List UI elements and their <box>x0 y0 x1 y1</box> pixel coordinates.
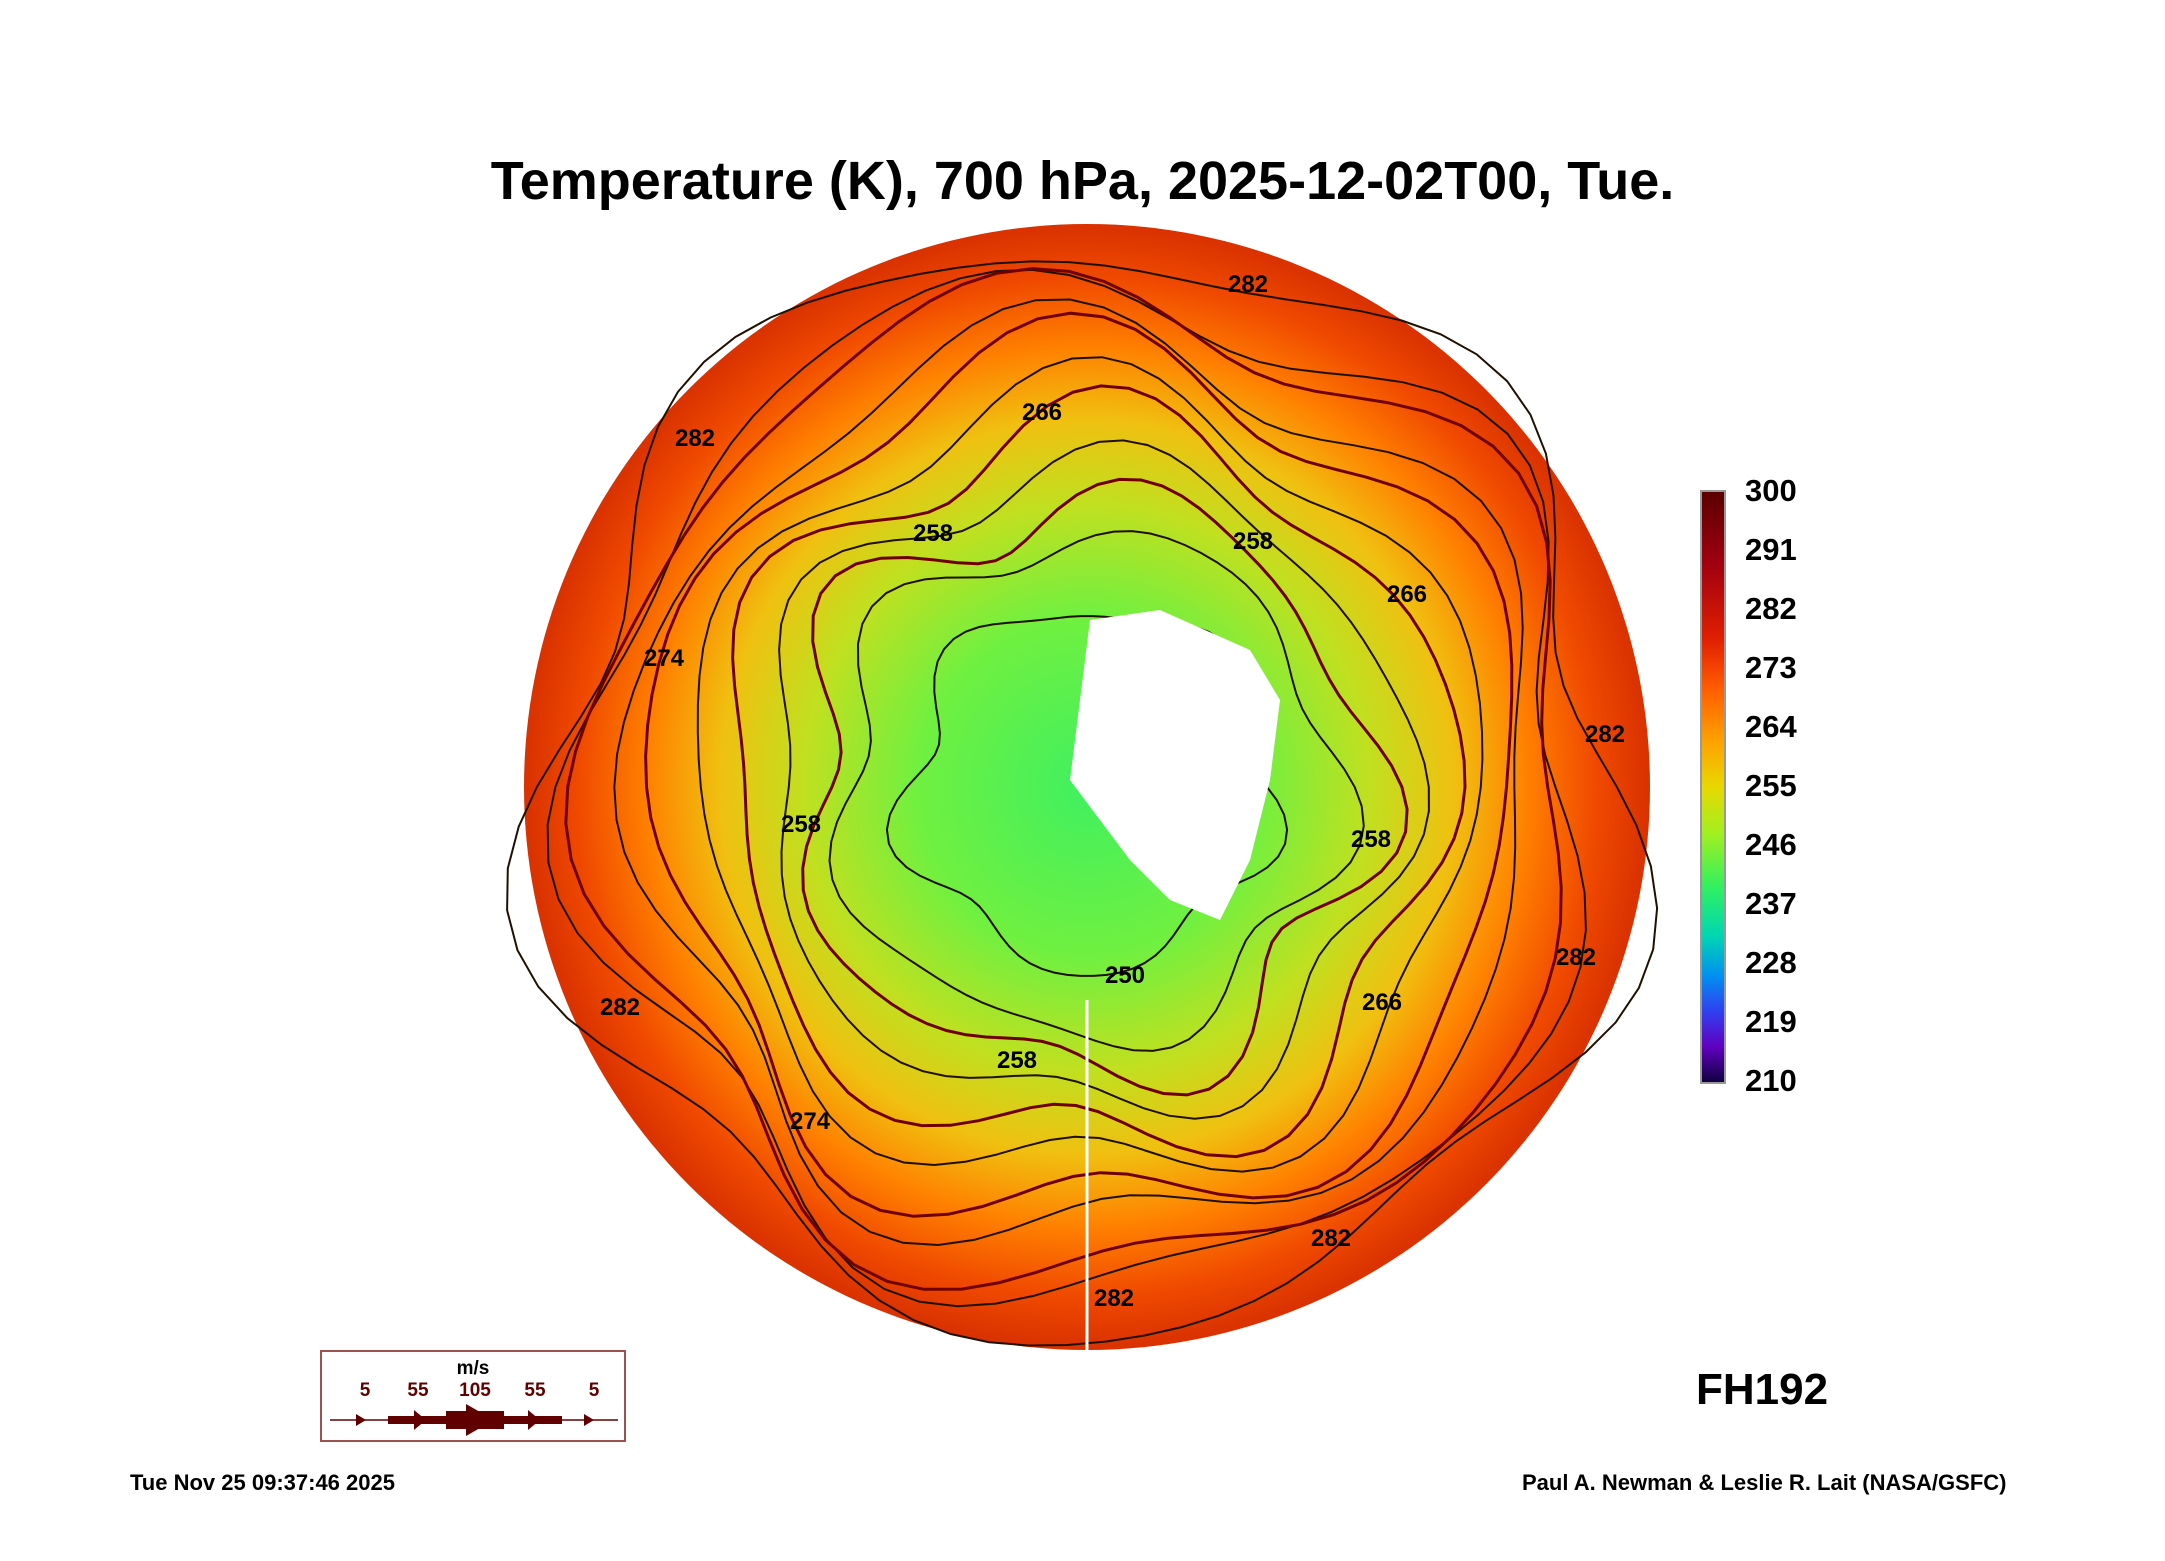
chart-title: Temperature (K), 700 hPa, 2025-12-02T00,… <box>490 151 1675 211</box>
colorbar-tick-label: 237 <box>1745 886 1797 921</box>
colorbar-tick-label: 210 <box>1745 1063 1797 1098</box>
contour-label: 282 <box>1311 1225 1351 1252</box>
contour-label: 274 <box>790 1108 831 1135</box>
isotherm <box>828 530 1365 1052</box>
wind-value: 5 <box>359 1380 371 1401</box>
contour-label: 282 <box>1585 721 1625 748</box>
colorbar <box>1700 490 1726 1084</box>
streamline <box>644 311 1514 1218</box>
contour-label: 258 <box>913 520 953 547</box>
contour-label: 258 <box>1351 826 1391 853</box>
streamline <box>801 477 1409 1097</box>
colorbar-tick-label: 282 <box>1745 591 1797 626</box>
isotherm <box>546 268 1587 1308</box>
contour-label: 282 <box>1094 1285 1134 1312</box>
wind-value: 105 <box>459 1380 491 1401</box>
colorbar-tick-label: 219 <box>1745 1004 1797 1039</box>
colorbar-tick-label: 264 <box>1745 709 1797 744</box>
wind-speed-legend: m/s 5 55 105 55 5 <box>320 1350 626 1442</box>
colorbar-tick-label: 228 <box>1745 945 1797 980</box>
contour-label: 266 <box>1022 399 1062 426</box>
contour-label: 274 <box>644 645 685 672</box>
streamline <box>731 384 1467 1159</box>
contour-label: 258 <box>781 811 821 838</box>
contour-label: 282 <box>675 425 715 452</box>
antarctica-landmass <box>1070 610 1280 920</box>
forecast-hour-label: FH192 <box>1696 1365 1829 1414</box>
isotherm <box>696 356 1484 1173</box>
wind-streamlines <box>564 267 1563 1291</box>
contour-label: 282 <box>600 994 640 1021</box>
wind-value: 5 <box>588 1380 600 1401</box>
colorbar-tick-label: 255 <box>1745 768 1797 803</box>
wind-unit: m/s <box>456 1358 490 1379</box>
credit: Paul A. Newman & Leslie R. Lait (NASA/GS… <box>1522 1470 2007 1495</box>
wind-value: 55 <box>524 1380 546 1401</box>
colorbar-tick-label: 246 <box>1745 827 1797 862</box>
isotherm <box>778 439 1430 1120</box>
contour-label: 282 <box>1228 271 1268 298</box>
isotherm <box>506 260 1659 1347</box>
colorbar-tick-label: 300 <box>1745 473 1797 508</box>
contour-label: 258 <box>997 1047 1037 1074</box>
wind-arrow-scale <box>330 1404 618 1436</box>
contour-label: 282 <box>1556 944 1596 971</box>
colorbar-tick-label: 291 <box>1745 532 1797 567</box>
contour-label: 258 <box>1233 528 1273 555</box>
wind-value: 55 <box>407 1380 429 1401</box>
contour-label: 266 <box>1362 989 1402 1016</box>
timestamp: Tue Nov 25 09:37:46 2025 <box>130 1470 395 1495</box>
isotherm <box>613 298 1524 1247</box>
colorbar-tick-label: 273 <box>1745 650 1797 685</box>
contour-label: 266 <box>1387 581 1427 608</box>
contour-label: 250 <box>1105 962 1145 989</box>
streamline <box>564 267 1563 1291</box>
